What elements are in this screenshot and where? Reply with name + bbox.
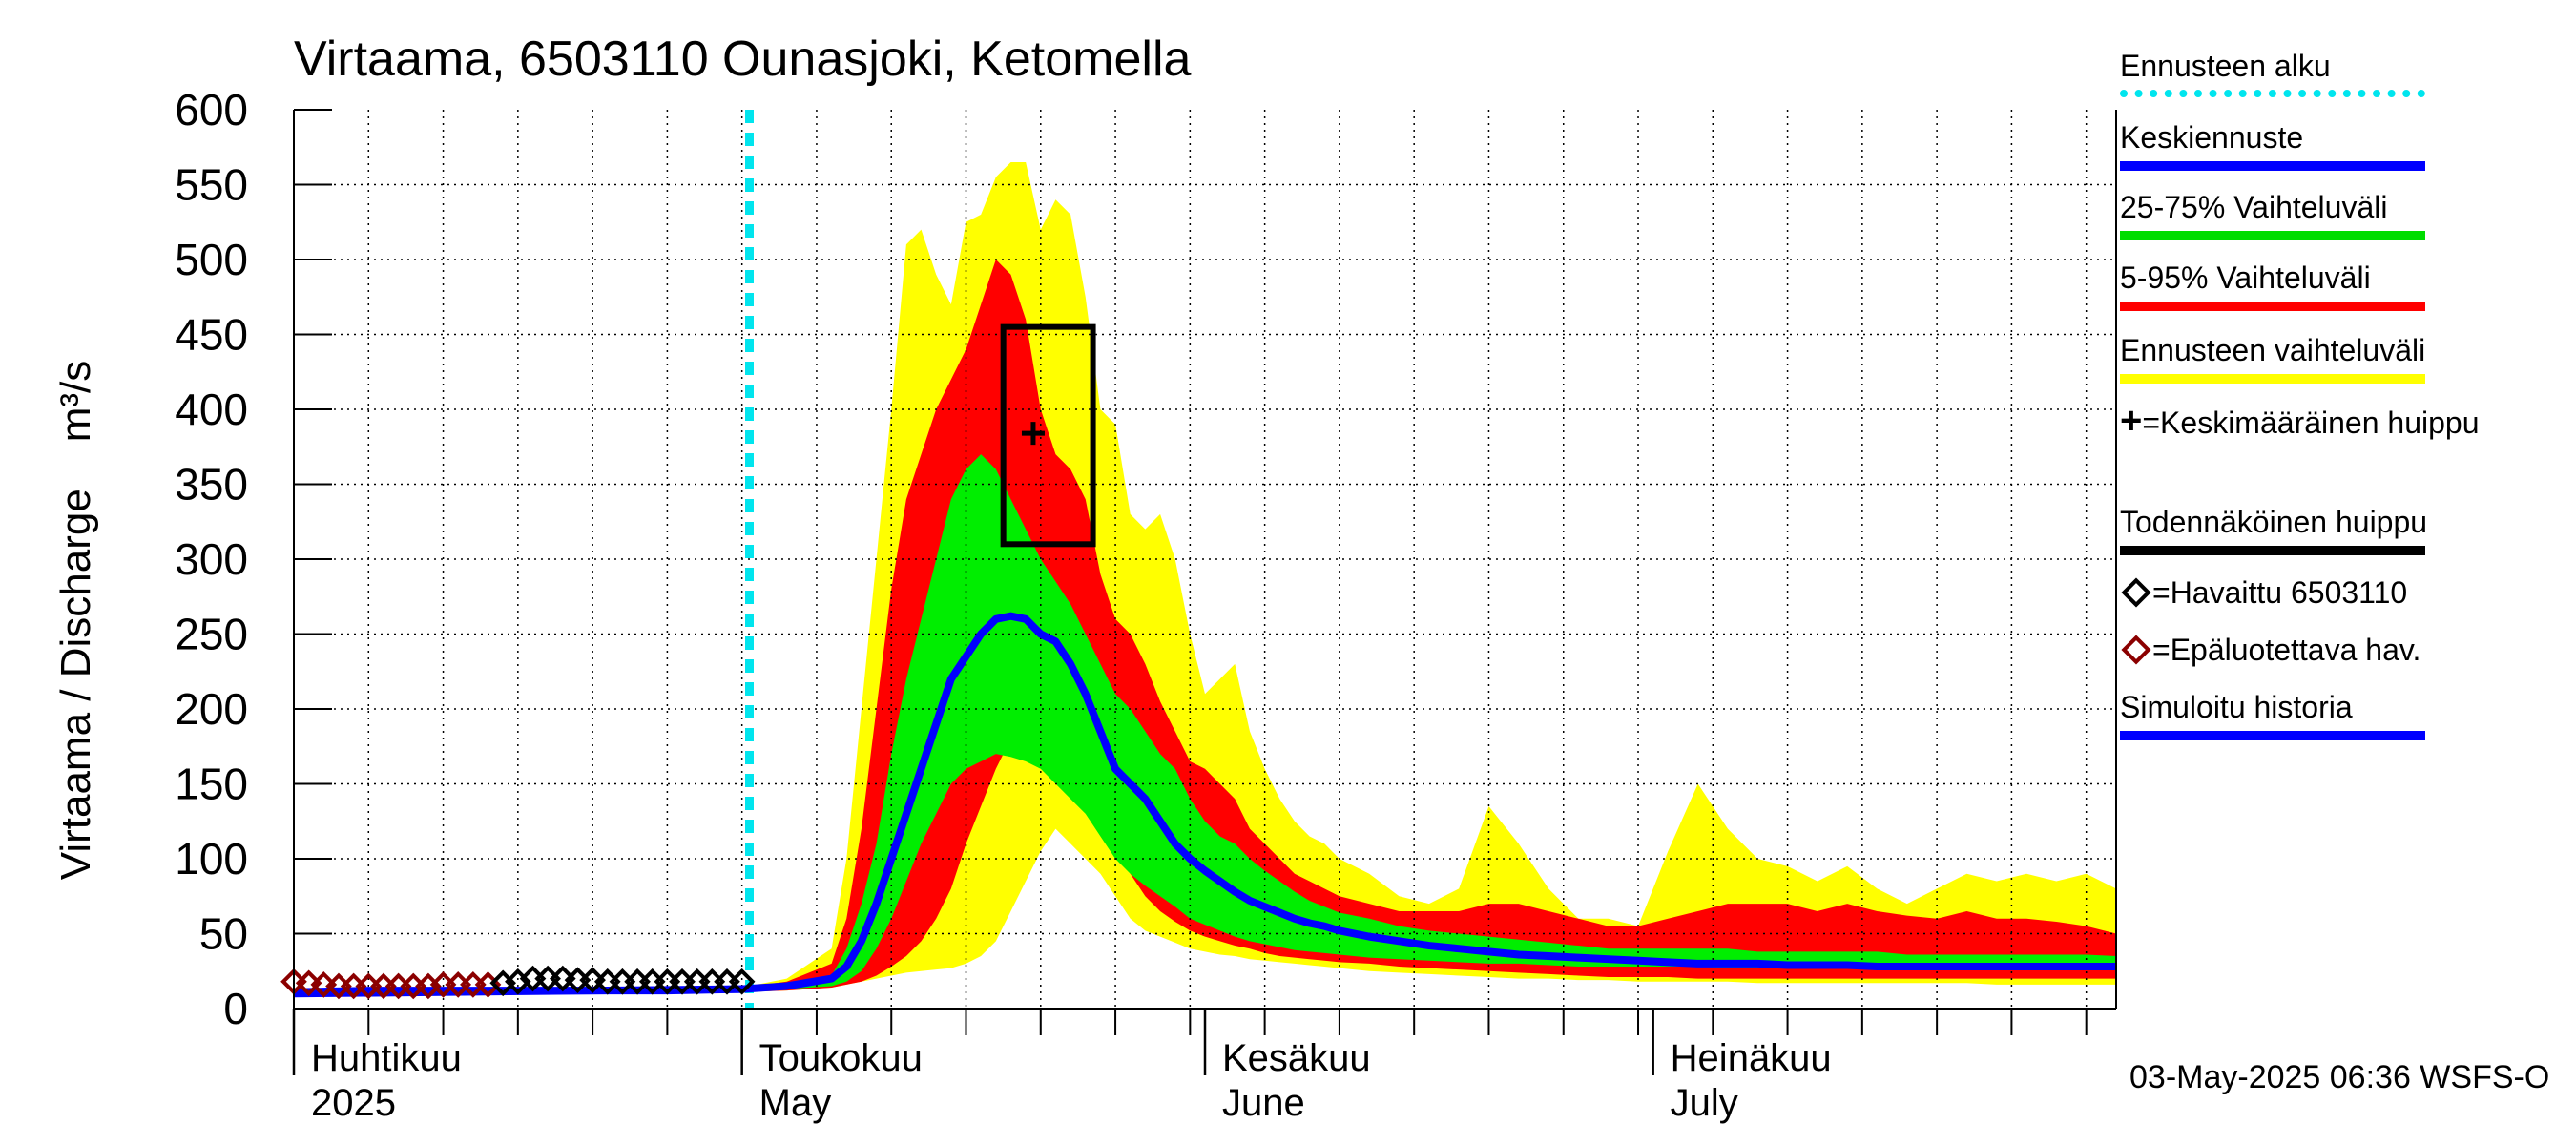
diamond-marker-icon xyxy=(2121,635,2151,665)
legend-label: Ennusteen alku xyxy=(2120,49,2331,83)
legend-label: Keskiennuste xyxy=(2120,120,2304,155)
footer-timestamp: 03-May-2025 06:36 WSFS-O xyxy=(2129,1059,2550,1095)
y-tick-label: 50 xyxy=(199,909,248,959)
legend-label: Todennäköinen huippu xyxy=(2120,505,2428,539)
x-month-label-en: July xyxy=(1671,1082,1738,1124)
y-tick-label: 350 xyxy=(175,460,248,510)
legend-item: Ennusteen vaihteluväli xyxy=(2120,332,2444,384)
legend-label: Simuloitu historia xyxy=(2120,690,2353,724)
y-tick-label: 600 xyxy=(175,85,248,135)
x-month-label-en: 2025 xyxy=(311,1082,396,1124)
legend-swatch xyxy=(2120,546,2425,555)
legend-item: Ennusteen alku xyxy=(2120,48,2444,97)
legend-item: =Havaittu 6503110 xyxy=(2120,574,2444,611)
legend-label: 5-95% Vaihteluväli xyxy=(2120,260,2371,295)
legend-item: Todennäköinen huippu xyxy=(2120,504,2444,555)
legend-swatch xyxy=(2120,374,2425,384)
probable-peak-box xyxy=(1000,323,1096,548)
y-axis-label: Virtaama / Discharge m³/s xyxy=(52,360,99,881)
x-month-label-en: June xyxy=(1222,1082,1305,1124)
y-tick-label: 300 xyxy=(175,534,248,584)
x-month-label-fi: Kesäkuu xyxy=(1222,1037,1371,1079)
band-25-75 xyxy=(294,454,2116,994)
legend-item: =Epäluotettava hav. xyxy=(2120,632,2444,668)
legend-item: 25-75% Vaihteluväli xyxy=(2120,189,2444,240)
legend-label: =Epäluotettava hav. xyxy=(2120,632,2444,668)
y-tick-label: 450 xyxy=(175,310,248,360)
y-tick-label: 100 xyxy=(175,834,248,884)
mean-peak-marker xyxy=(1021,422,1045,446)
y-tick-label: 200 xyxy=(175,684,248,734)
legend-label: =Havaittu 6503110 xyxy=(2120,574,2444,611)
x-month-label-fi: Toukokuu xyxy=(759,1037,923,1079)
x-month-label-en: May xyxy=(759,1082,832,1124)
y-tick-label: 250 xyxy=(175,610,248,659)
observation-point xyxy=(534,965,561,992)
legend-item: +=Keskimääräinen huippu xyxy=(2120,402,2479,441)
plus-marker-icon: + xyxy=(2120,400,2143,442)
legend-swatch xyxy=(2120,161,2425,171)
y-tick-label: 550 xyxy=(175,160,248,210)
y-tick-label: 0 xyxy=(223,984,248,1033)
legend-swatch xyxy=(2120,90,2425,97)
legend-item: 5-95% Vaihteluväli xyxy=(2120,260,2444,311)
x-month-label-fi: Heinäkuu xyxy=(1671,1037,1832,1079)
diamond-marker-icon xyxy=(2121,577,2151,608)
y-tick-label: 500 xyxy=(175,235,248,284)
y-axis-unit: m³/s xyxy=(52,360,99,443)
legend-swatch xyxy=(2120,231,2425,240)
legend-swatch xyxy=(2120,731,2425,740)
mean-forecast-line xyxy=(293,612,2116,998)
legend-item: Simuloitu historia xyxy=(2120,689,2444,740)
legend-item: Keskiennuste xyxy=(2120,119,2444,171)
legend-label: 25-75% Vaihteluväli xyxy=(2120,190,2388,224)
chart-title: Virtaama, 6503110 Ounasjoki, Ketomella xyxy=(294,31,1192,87)
y-tick-label: 400 xyxy=(175,385,248,434)
plot-area: 0 50 100 150 200 250 300 350 400 450 500 550 600 Huht… xyxy=(175,85,2117,1124)
legend-swatch xyxy=(2120,302,2425,311)
legend-label: +=Keskimääräinen huippu xyxy=(2120,400,2480,442)
x-month-label-fi: Huhtikuu xyxy=(311,1037,462,1079)
legend-label: Ennusteen vaihteluväli xyxy=(2120,333,2426,367)
observation-point xyxy=(728,968,756,995)
y-tick-label: 150 xyxy=(175,760,248,809)
